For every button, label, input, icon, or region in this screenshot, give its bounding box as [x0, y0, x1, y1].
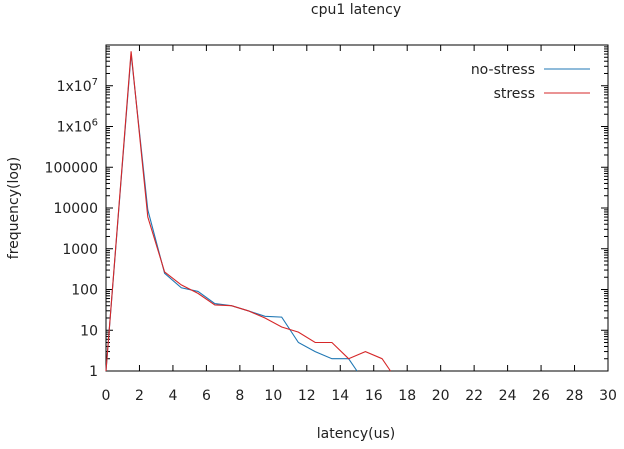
x-tick-label: 10: [264, 388, 282, 404]
x-tick-label: 6: [202, 388, 211, 404]
y-tick-label: 100000: [45, 160, 98, 176]
legend-label: no-stress: [471, 62, 535, 78]
x-tick-label: 28: [566, 388, 584, 404]
y-axis-label: frequency(log): [6, 157, 22, 259]
x-tick-label: 18: [398, 388, 416, 404]
x-tick-label: 16: [365, 388, 383, 404]
series-line-no-stress: [105, 53, 358, 372]
axis-ticks: 0 2 4 6 8 10 12 14 16 18 20 22 24 26 28 301101001000100…: [45, 45, 617, 404]
x-tick-label: 22: [465, 388, 483, 404]
x-tick-label: 20: [432, 388, 450, 404]
x-tick-label: 14: [331, 388, 349, 404]
y-tick-label: 1: [89, 364, 98, 380]
y-tick-label: 100: [71, 283, 98, 299]
legend: no-stress stress: [471, 62, 590, 102]
x-tick-label: 0: [102, 388, 111, 404]
legend-label: stress: [494, 86, 535, 102]
x-tick-label: 30: [599, 388, 617, 404]
x-axis-label: latency(us): [317, 426, 396, 442]
series-line-stress: [105, 51, 391, 372]
y-tick-label: 10: [80, 323, 98, 339]
x-tick-label: 26: [532, 388, 550, 404]
chart-title: cpu1 latency: [311, 2, 401, 18]
y-tick-label: 1x106: [57, 118, 98, 136]
y-tick-label: 1x107: [57, 77, 98, 95]
x-tick-label: 2: [135, 388, 144, 404]
y-tick-label: 1000: [62, 242, 98, 258]
series-layer: [105, 51, 391, 372]
y-tick-label: 10000: [53, 201, 98, 217]
x-tick-label: 12: [298, 388, 316, 404]
x-tick-label: 24: [499, 388, 517, 404]
x-tick-label: 4: [168, 388, 177, 404]
x-tick-label: 8: [235, 388, 244, 404]
